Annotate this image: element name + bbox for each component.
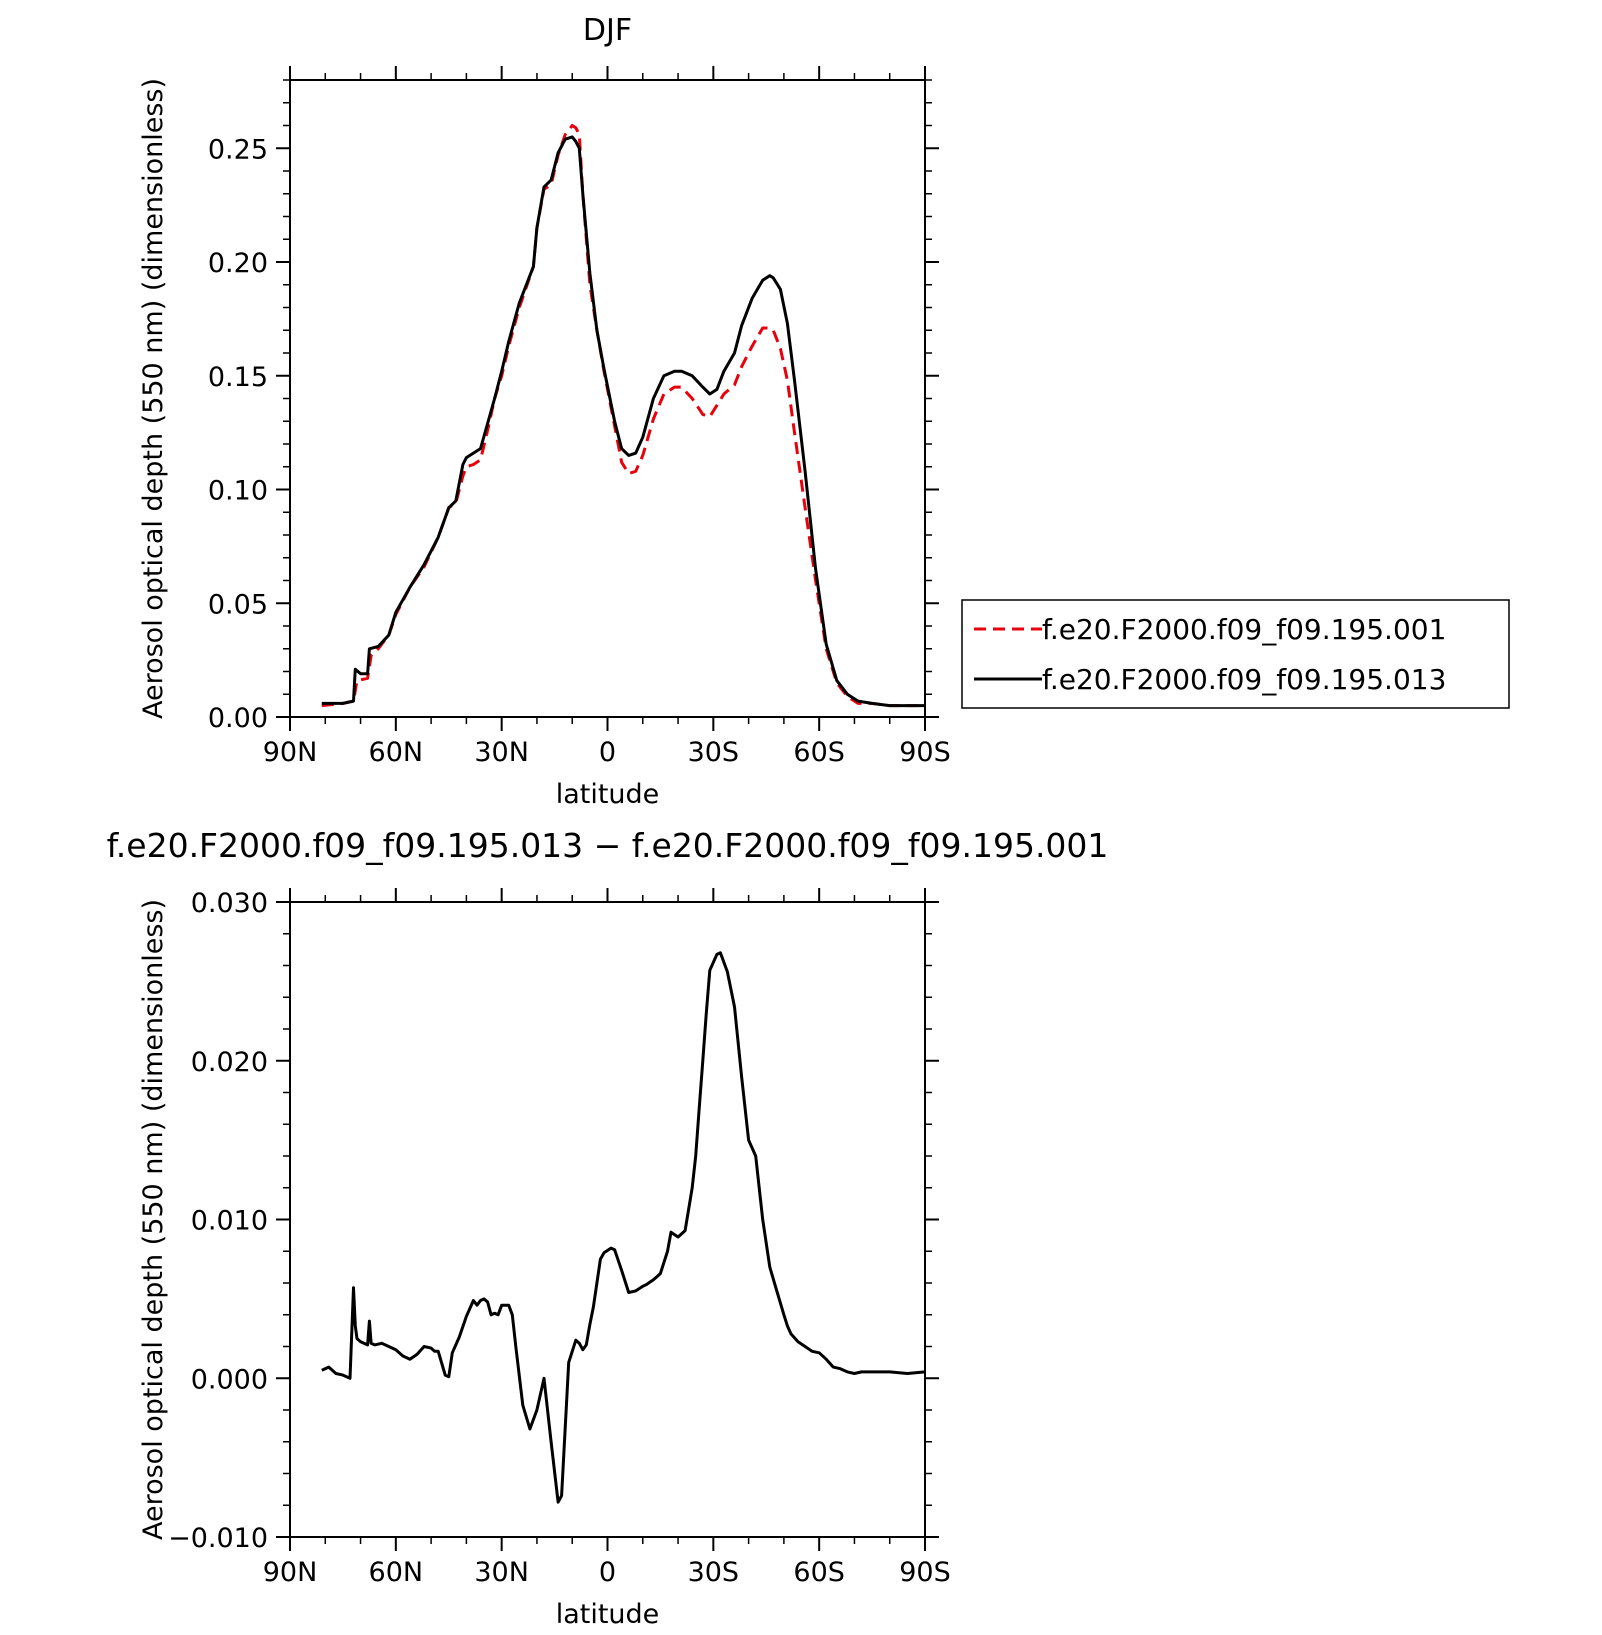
series-line-1: [321, 124, 925, 708]
x-tick-label: 60S: [793, 1557, 845, 1588]
y-axis-label: Aerosol optical depth (550 nm) (dimensio…: [138, 78, 169, 719]
x-tick-label: 90N: [263, 1557, 318, 1588]
panel-top: 90N 60N 30N 0 30S 60S 90S 0.00 0.05 0.10 0.15 0.20 0…: [138, 13, 1510, 810]
chart-title: f.e20.F2000.f09_f09.195.013 − f.e20.F200…: [107, 826, 1109, 865]
legend-entry-2: f.e20.F2000.f09_f09.195.013: [1042, 663, 1446, 696]
y-axis-label: Aerosol optical depth (550 nm) (dimensio…: [138, 899, 169, 1540]
y-tick-label: 0.030: [191, 888, 268, 919]
x-tick-label: 0: [599, 1557, 616, 1588]
chart-title: DJF: [583, 13, 632, 48]
panel-bottom: 90N 60N 30N 0 30S 60S 90S −0.010 0.000 0.010 0.020…: [107, 826, 1109, 1630]
y-tick-label: 0.000: [191, 1364, 268, 1395]
y-tick-label: 0.05: [208, 589, 268, 620]
x-tick-label: 30N: [474, 1557, 529, 1588]
x-tick-label: 60S: [793, 737, 845, 768]
x-tick-label: 60N: [369, 737, 424, 768]
y-tick-label: −0.010: [168, 1523, 268, 1554]
y-tick-label: 0.25: [208, 134, 268, 165]
legend-entry-1: f.e20.F2000.f09_f09.195.001: [1042, 613, 1446, 646]
plot-frame: [289, 901, 926, 1538]
y-tick-label: 0.15: [208, 362, 268, 393]
legend: f.e20.F2000.f09_f09.195.001 f.e20.F2000.f…: [961, 599, 1510, 709]
legend-box: [961, 599, 1510, 709]
x-tick-label: 60N: [369, 1557, 424, 1588]
series-line-2: [321, 135, 925, 708]
y-tick-label: 0.020: [191, 1047, 268, 1078]
x-tick-label: 0: [599, 737, 616, 768]
x-tick-label: 90N: [263, 737, 318, 768]
x-axis-label: latitude: [556, 779, 660, 810]
x-tick-label: 90S: [899, 1557, 951, 1588]
x-tick-label: 30S: [688, 737, 740, 768]
x-axis-label: latitude: [556, 1599, 660, 1630]
y-tick-label: 0.00: [208, 703, 268, 734]
x-tick-label: 30S: [688, 1557, 740, 1588]
x-tick-label: 90S: [899, 737, 951, 768]
y-tick-label: 0.10: [208, 476, 268, 507]
plot-frame: [289, 79, 926, 718]
y-tick-label: 0.20: [208, 248, 268, 279]
x-tick-label: 30N: [474, 737, 529, 768]
y-tick-label: 0.010: [191, 1206, 268, 1237]
series-line-1: [321, 951, 926, 1504]
